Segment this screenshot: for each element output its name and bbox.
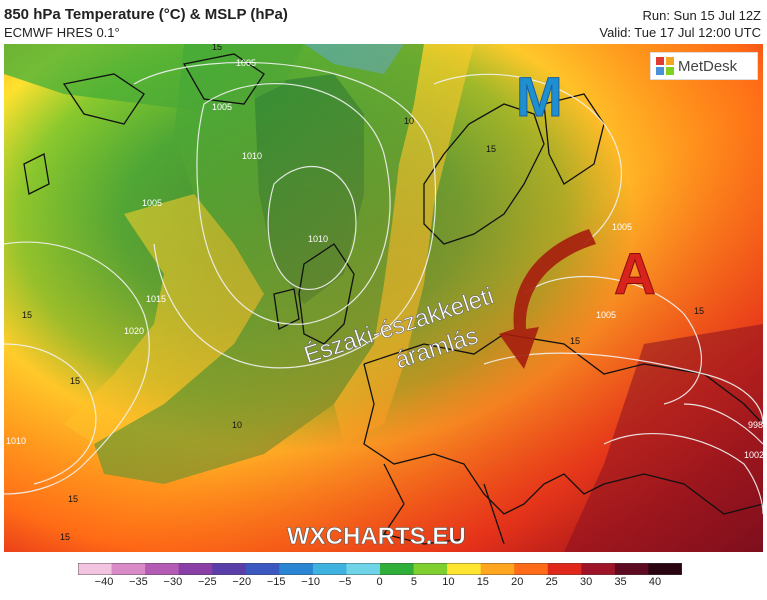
isobar-label: 1005 (212, 102, 232, 112)
color-scale-tick-label: 35 (614, 576, 627, 588)
temperature-label: 15 (212, 44, 222, 52)
color-scale-segment (413, 563, 448, 575)
metdesk-logo: MetDesk (650, 52, 758, 80)
color-scale-segment (279, 563, 314, 575)
isobar-lines (4, 61, 763, 515)
low-pressure-label: M (516, 65, 563, 128)
temperature-label: 15 (68, 494, 78, 504)
color-scale-tick-label: 10 (442, 576, 455, 588)
color-scale-tick-label: 0 (376, 576, 383, 588)
color-scale-tick-label: −15 (266, 576, 286, 588)
logo-mark-icon (656, 57, 674, 75)
color-scale-tick-label: 20 (511, 576, 524, 588)
color-scale-segment (514, 563, 549, 575)
valid-time: Valid: Tue 17 Jul 12:00 UTC (599, 25, 761, 40)
color-scale-tick-label: −35 (129, 576, 148, 588)
color-scale-segment (178, 563, 213, 575)
color-scale-segment (480, 563, 515, 575)
color-scale-bar (78, 563, 682, 575)
color-scale-tick-label: 30 (580, 576, 593, 588)
logo-text: MetDesk (678, 57, 738, 75)
isobar-label: 1005 (142, 198, 162, 208)
temperature-label: 15 (694, 306, 704, 316)
coastlines (23, 53, 763, 545)
isobar-label: 1010 (308, 234, 328, 244)
color-scale-segment (346, 563, 381, 575)
chart-title: 850 hPa Temperature (°C) & MSLP (hPa) (4, 6, 288, 23)
temperature-label: 10 (232, 420, 242, 430)
isobar-label: 1010 (242, 151, 262, 161)
model-label: ECMWF HRES 0.1° (4, 25, 120, 40)
temperature-label: 15 (60, 532, 70, 542)
color-scale-tick-label: −20 (232, 576, 252, 588)
color-scale-segment (111, 563, 146, 575)
color-scale-segment (145, 563, 180, 575)
color-scale-segment (581, 563, 616, 575)
color-scale-segment (212, 563, 247, 575)
isobar-label: 1010 (6, 436, 26, 446)
color-scale-segment (245, 563, 280, 575)
color-scale-ticks: −40 −35 −30 −25 −20 −15 −10 −5 0 5 10 15 20 25 30 35 40 (0, 576, 767, 594)
color-scale-tick-label: −5 (338, 576, 352, 588)
temperature-label: 10 (404, 116, 414, 126)
color-scale-segment (380, 563, 415, 575)
flow-arrow (499, 229, 596, 369)
isobar-label: 1005 (612, 222, 632, 232)
color-scale-segment (648, 563, 682, 575)
weather-map: 1005 1005 1010 1010 1005 1015 1020 1005 … (4, 44, 763, 552)
run-time: Run: Sun 15 Jul 12Z (642, 8, 761, 23)
isobar-label: 1015 (146, 294, 166, 304)
color-scale-tick-label: 15 (476, 576, 489, 588)
color-scale-segments (78, 563, 682, 575)
isobar-label: 998 (748, 420, 763, 430)
color-scale-tick-label: 25 (545, 576, 558, 588)
header: 850 hPa Temperature (°C) & MSLP (hPa) EC… (0, 0, 767, 44)
color-scale-segment (447, 563, 482, 575)
color-scale-tick-label: −10 (301, 576, 320, 588)
color-scale-segment (78, 563, 113, 575)
color-scale-tick-label: 5 (410, 576, 417, 588)
watermark: WXCHARTS.EU (287, 523, 466, 550)
color-scale-tick-label: −30 (163, 576, 183, 588)
color-scale-tick-label: 40 (648, 576, 662, 588)
color-scale-segment (312, 563, 347, 575)
isobar-label: 1005 (236, 58, 256, 68)
color-scale-segment (614, 563, 649, 575)
isobar-label: 1020 (124, 326, 144, 336)
color-scale-tick-label: −40 (94, 576, 114, 588)
temperature-label: 15 (570, 336, 580, 346)
color-scale-segment (547, 563, 582, 575)
isobar-label: 1002 (744, 450, 763, 460)
color-scale-tick-label: −25 (197, 576, 217, 588)
high-pressure-label: A (614, 242, 656, 307)
isobar-label: 1005 (596, 310, 616, 320)
temperature-label: 15 (70, 376, 80, 386)
temperature-label: 15 (486, 144, 496, 154)
temperature-label: 15 (22, 310, 32, 320)
